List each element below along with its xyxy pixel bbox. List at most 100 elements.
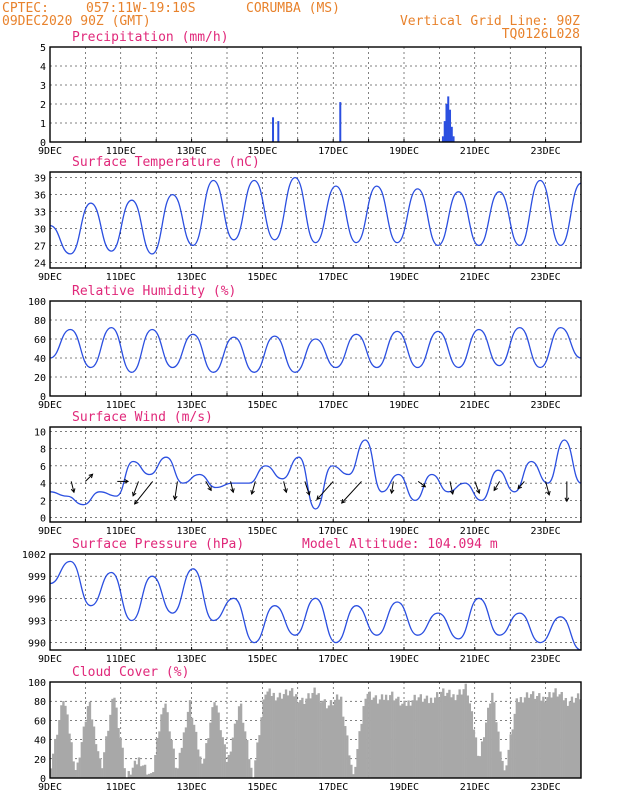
cloud-bar [62,701,65,778]
cloud-bar [80,742,83,778]
header-code: TQ0126L028 [502,27,580,42]
cloud-bar [534,698,537,778]
cloud-bar [127,771,130,778]
cloud-bar [52,753,55,778]
cloud-bar [274,700,277,778]
cloud-bar [178,752,182,778]
wind-vector-head [134,499,139,505]
temp-ytick-label: 24 [34,258,46,269]
cloud-bar [117,728,120,778]
cloud-bar [217,712,220,778]
precip-xtick-label: 19DEC [389,146,419,157]
temp-xtick-label: 19DEC [389,272,419,283]
cloud-bar [472,729,476,778]
cloud-bar [239,703,243,778]
cloud-bar [286,695,290,778]
wind-vector-arrow [132,481,139,496]
precip-bar [441,136,444,142]
wind-vector-arrow [251,481,256,495]
wind-vector-arrow [449,481,454,495]
cloud-ytick-label: 60 [34,716,46,727]
cloud-bar [50,768,53,778]
cloud-bar [554,688,557,778]
rh-xtick-label: 11DEC [106,400,136,411]
cloud-bar [497,731,500,778]
cloud-bar [268,688,271,778]
cloud-bar [54,738,57,778]
cloud-ytick-label: 100 [28,678,46,689]
pressure-ytick-label: 996 [28,594,46,605]
wind-vector-arrow [341,481,362,504]
cloud-bar [203,758,206,778]
cloud-bar [448,689,451,778]
wind-vector-arrow [493,481,501,491]
wind-vector-head [493,486,498,492]
cloud-bar [205,743,208,778]
cloud-bar [317,693,320,778]
cloud-bar [499,751,502,778]
temp-xtick-label: 13DEC [177,272,207,283]
cloud-bar [309,698,312,778]
wind-vector-arrow [205,481,212,491]
wind-vector-arrow [545,481,550,496]
cloud-bar [382,699,386,778]
cloud-bar [503,770,506,778]
wind-vector-head [546,490,551,496]
cloud-bar [360,723,363,778]
cloud-bar [531,691,535,778]
cloud-bar [156,737,159,778]
cloud-bar [329,700,333,778]
temp-xtick-label: 23DEC [531,272,561,283]
cloud-bar [229,751,233,778]
pressure-xtick-label: 23DEC [531,654,561,665]
cloud-bar [250,767,253,778]
cloud-bar [380,694,384,778]
cloud-bar [221,737,224,778]
wind-xtick-label: 15DEC [247,526,277,537]
cloud-bar [368,691,371,778]
cloud-bar [419,694,422,778]
cloud-bar [143,764,147,778]
cloud-bar [470,711,474,778]
temp-ytick-label: 33 [34,208,46,219]
rh-frame [49,300,582,397]
wind-vector-head [389,489,395,495]
temp-xtick-label: 11DEC [106,272,136,283]
cloud-bar [213,702,216,778]
wind-vector-head [250,489,255,496]
pressure-series-line [49,560,582,651]
cloud-bar [425,695,429,778]
cloud-xtick-label: 19DEC [389,782,419,793]
cloud-bar [546,697,549,778]
temp-xtick-label: 15DEC [247,272,277,283]
cloud-bar [544,702,547,778]
cloud-bar [264,694,267,778]
cloud-bar [513,713,516,778]
cloud-bar [311,692,314,778]
cloud-bar [356,749,359,778]
cloud-bar [260,717,263,778]
cloud-bar [90,719,94,778]
precip-xtick-label: 17DEC [318,146,348,157]
cloud-bar [137,757,141,778]
cloud-bar [303,704,306,778]
cloud-bar [113,697,116,778]
cloud-bar [491,692,494,778]
cloud-bar [68,733,71,778]
cloud-bar [135,764,139,778]
precip-xtick-label: 21DEC [460,146,490,157]
wind-vector-arrow [230,481,234,493]
cloud-bar [550,697,553,778]
cloud-bar [145,774,149,778]
cloud-bar [542,696,545,778]
pressure-title: Surface Pressure (hPa) [72,537,244,552]
cloud-bar [525,692,529,778]
cloud-bar [233,723,237,778]
cloud-bar [433,697,437,778]
wind-xtick-label: 11DEC [106,526,136,537]
precip-ytick-label: 0 [40,138,46,149]
wind-xtick-label: 13DEC [177,526,207,537]
cloud-bar [352,774,355,778]
cloud-bar [415,700,418,778]
cloud-ytick-label: 80 [34,697,46,708]
